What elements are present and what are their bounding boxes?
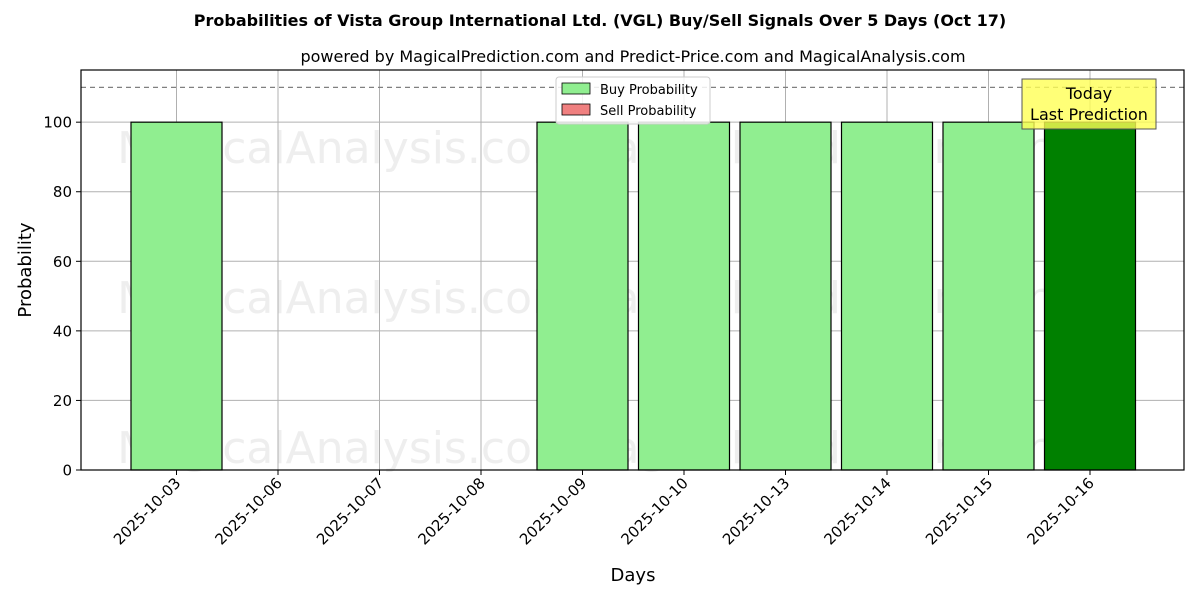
y-axis-label: Probability <box>15 222 36 317</box>
y-tick-label: 0 <box>62 462 72 480</box>
buy-bar <box>1043 121 1137 471</box>
buy-bar <box>130 121 223 471</box>
bar-layer <box>130 121 1137 471</box>
x-tick-label: 2025-10-15 <box>922 474 996 548</box>
x-ticks: 2025-10-03 2025-10-06 2025-10-07 2025-10-08… <box>110 470 1098 548</box>
y-tick-label: 100 <box>43 114 72 132</box>
legend-sell-label: Sell Probability <box>600 104 697 119</box>
y-tick-label: 80 <box>53 183 72 201</box>
annotation-line2: Last Prediction <box>1030 105 1148 124</box>
y-tick-label: 40 <box>53 322 72 340</box>
buy-bar <box>536 121 629 471</box>
legend: Buy Probability Sell Probability <box>555 76 711 125</box>
y-tick-label: 20 <box>53 392 72 410</box>
legend-box <box>555 76 711 125</box>
legend-buy-swatch <box>561 82 591 95</box>
x-tick-label: 2025-10-07 <box>313 474 387 548</box>
legend-buy-label: Buy Probability <box>600 83 698 98</box>
x-tick-label: 2025-10-16 <box>1023 474 1097 548</box>
plot-frame <box>80 69 1185 471</box>
buy-bar <box>637 121 731 471</box>
x-tick-label: 2025-10-09 <box>516 474 590 548</box>
chart-title: Probabilities of Vista Group Internation… <box>194 11 1006 30</box>
buy-bar <box>942 121 1035 471</box>
x-tick-label: 2025-10-06 <box>211 474 285 548</box>
x-tick-label: 2025-10-14 <box>820 474 894 548</box>
y-tick-label: 60 <box>53 253 72 271</box>
annotation-box <box>1021 78 1157 130</box>
legend-sell-swatch <box>561 103 591 116</box>
buy-bar <box>840 121 934 471</box>
chart-subtitle: powered by MagicalPrediction.com and Pre… <box>300 47 965 66</box>
buy-bar <box>739 121 832 471</box>
today-annotation: Today Last Prediction <box>1021 78 1157 130</box>
x-tick-label: 2025-10-03 <box>110 474 184 548</box>
x-tick-label: 2025-10-10 <box>617 474 691 548</box>
x-axis-label: Days <box>611 565 656 586</box>
y-ticks: 0 20 40 60 80 100 <box>43 114 81 480</box>
annotation-line1: Today <box>1065 84 1112 103</box>
x-tick-label: 2025-10-08 <box>414 474 488 548</box>
x-tick-label: 2025-10-13 <box>719 474 793 548</box>
